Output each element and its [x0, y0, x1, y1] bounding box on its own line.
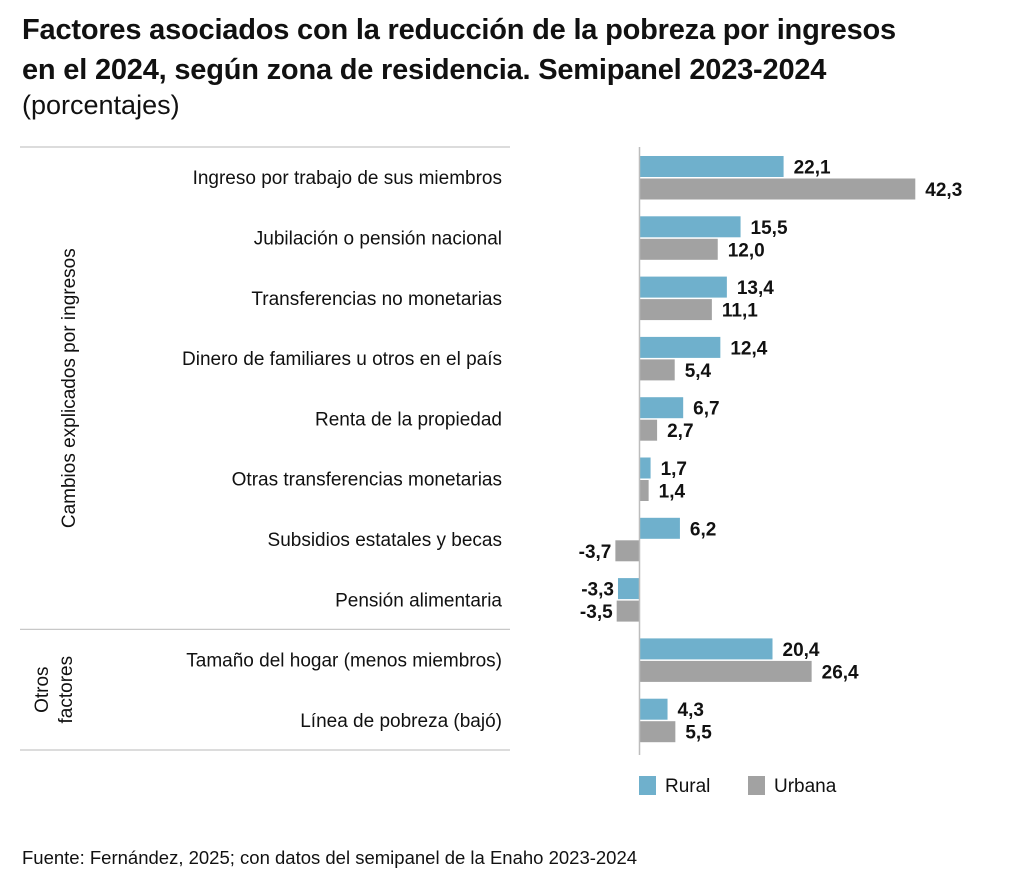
bar-rural	[639, 336, 721, 358]
bar-urbana	[639, 721, 676, 743]
bar-urbana	[639, 178, 916, 200]
bar-urbana	[639, 419, 658, 441]
bar-rural	[639, 276, 727, 298]
chart-title-line-1: Factores asociados con la reducción de l…	[22, 14, 896, 46]
group-label: Otros	[32, 666, 53, 712]
legend-label-rural: Rural	[665, 776, 710, 797]
bar-rural	[639, 397, 684, 419]
data-label: 15,5	[751, 218, 788, 239]
data-label: -3,7	[579, 542, 612, 563]
data-label: 20,4	[783, 640, 820, 661]
category-label: Ingreso por trabajo de sus miembros	[193, 168, 502, 189]
category-label: Línea de pobreza (bajó)	[300, 711, 502, 732]
data-label: 42,3	[925, 180, 962, 201]
data-label: 6,7	[693, 399, 719, 420]
data-label: 5,5	[685, 723, 712, 744]
data-label: 1,7	[661, 459, 687, 480]
data-label: 2,7	[667, 421, 693, 442]
bar-rural	[639, 216, 741, 238]
data-label: 12,0	[728, 240, 765, 261]
bar-rural	[639, 457, 651, 479]
data-label: -3,3	[581, 580, 614, 601]
data-label: 12,4	[730, 338, 767, 359]
category-label: Renta de la propiedad	[315, 409, 502, 430]
bar-urbana	[639, 299, 712, 321]
category-label: Subsidios estatales y becas	[268, 530, 502, 551]
bar-urbana	[639, 238, 718, 260]
group-label: factores	[56, 656, 77, 724]
bar-rural	[617, 578, 640, 600]
bar-urbana	[615, 540, 640, 562]
chart-subtitle: (porcentajes)	[22, 90, 180, 120]
legend-swatch-rural	[639, 776, 656, 795]
chart-title-line-2: en el 2024, según zona de residencia. Se…	[22, 54, 827, 86]
data-label: -3,5	[580, 602, 613, 623]
data-label: 1,4	[659, 482, 686, 503]
data-label: 13,4	[737, 278, 774, 299]
bar-rural	[639, 638, 773, 660]
category-label: Tamaño del hogar (menos miembros)	[186, 651, 502, 672]
bar-rural	[639, 698, 668, 720]
category-label: Pensión alimentaria	[335, 590, 502, 611]
bar-urbana	[639, 660, 812, 682]
legend-label-urbana: Urbana	[774, 776, 837, 797]
bar-rural	[639, 156, 784, 177]
bar-urbana	[639, 359, 675, 381]
data-label: 6,2	[690, 519, 716, 540]
group-label: Cambios explicados por ingresos	[59, 248, 80, 528]
data-label: 22,1	[794, 158, 831, 179]
bar-urbana	[639, 480, 649, 501]
category-label: Dinero de familiares u otros en el país	[182, 349, 502, 370]
category-label: Transferencias no monetarias	[251, 289, 502, 310]
source-note: Fuente: Fernández, 2025; con datos del s…	[22, 847, 638, 868]
data-label: 4,3	[678, 700, 704, 721]
data-label: 5,4	[685, 361, 712, 382]
data-label: 11,1	[722, 301, 758, 322]
chart-title: Factores asociados con la reducción de l…	[22, 10, 896, 90]
data-label: 26,4	[822, 662, 859, 683]
legend-swatch-urbana	[748, 776, 765, 795]
bar-urbana	[616, 600, 640, 622]
bar-rural	[639, 517, 680, 539]
category-label: Jubilación o pensión nacional	[254, 228, 502, 249]
category-label: Otras transferencias monetarias	[232, 470, 502, 491]
